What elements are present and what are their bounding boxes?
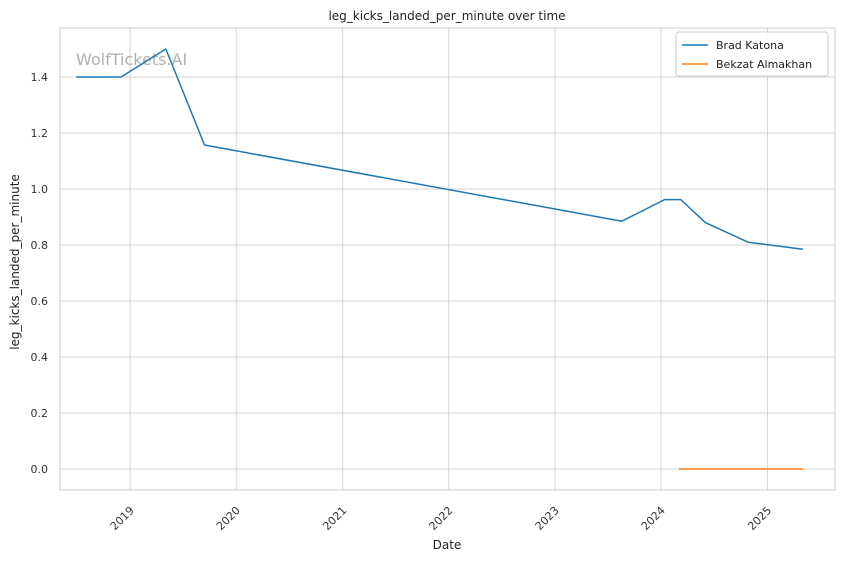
data-point-bekzat-almakhan [802,468,803,469]
y-tick-label: 0.2 [31,407,49,420]
data-point-bekzat-almakhan [678,468,679,469]
series-line-brad-katona [76,48,804,250]
data-point-brad-katona [664,199,665,200]
data-point-brad-katona [680,199,681,200]
data-point-brad-katona [802,249,803,250]
y-tick-label: 0.8 [31,239,49,252]
y-tick-label: 0.0 [31,463,49,476]
plot-area-frame [59,27,836,491]
data-point-brad-katona [76,76,77,77]
data-point-brad-katona [747,242,748,243]
chart-title: leg_kicks_landed_per_minute over time [328,9,565,23]
legend: Brad Katona Bekzat Almakhan [675,31,829,77]
data-point-brad-katona [120,76,121,77]
data-point-brad-katona [165,48,166,49]
data-point-brad-katona [621,221,622,222]
y-tick-label: 1.2 [31,127,49,140]
data-point-brad-katona [204,144,205,145]
y-axis-ticks: 0.0 0.2 0.4 0.6 0.8 1.0 1.2 1.4 [31,71,49,476]
y-axis-label: leg_kicks_landed_per_minute [8,174,22,350]
y-tick-label: 0.6 [31,295,49,308]
y-tick-label: 0.4 [31,351,49,364]
legend-label-brad-katona: Brad Katona [716,39,784,52]
y-tick-label: 1.4 [31,71,49,84]
legend-box [675,31,829,77]
legend-label-bekzat-almakhan: Bekzat Almakhan [716,58,812,71]
series-layer [76,48,804,470]
watermark: WolfTickets.AI [76,50,187,69]
data-point-brad-katona [705,222,706,223]
x-axis-label: Date [433,538,462,552]
y-tick-label: 1.0 [31,183,49,196]
